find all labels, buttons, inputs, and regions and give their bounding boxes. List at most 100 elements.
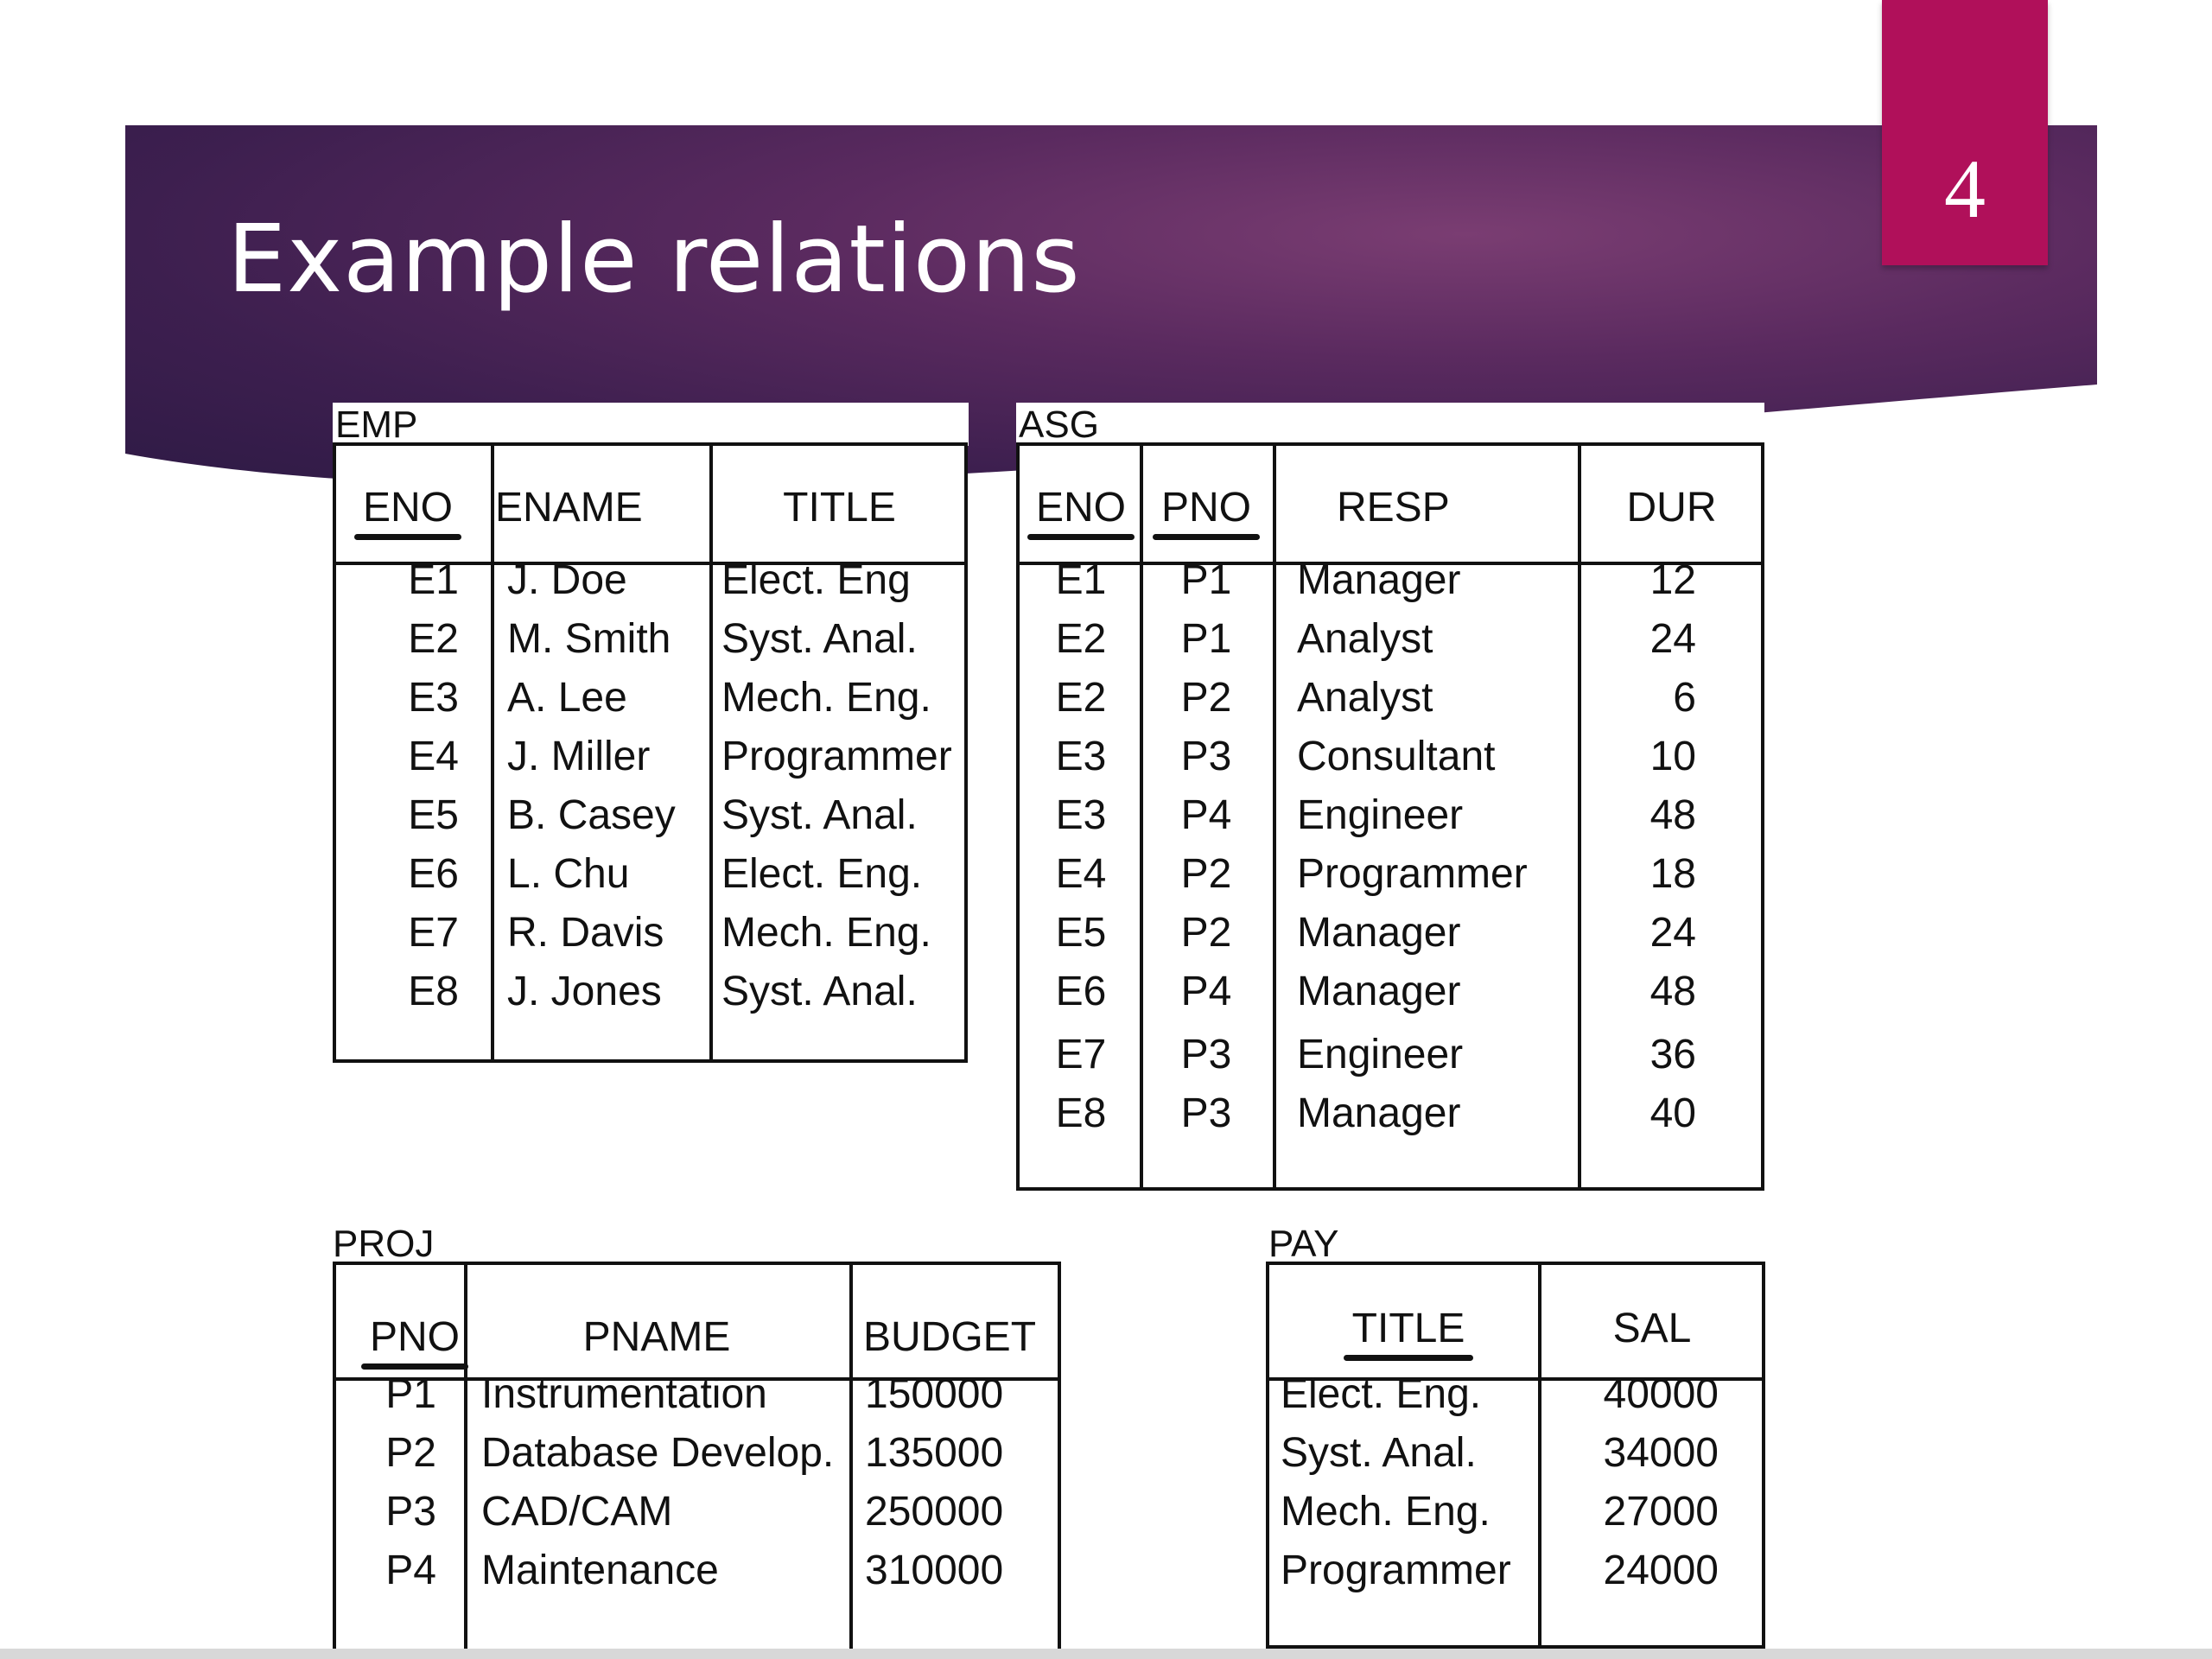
emp-header-ename: ENAME	[495, 485, 643, 531]
page-number: 4	[1944, 143, 1986, 235]
pay-table-label: PAY	[1268, 1223, 1339, 1265]
emp-cell: B. Casey	[507, 792, 676, 838]
footer-strip	[0, 1649, 2212, 1659]
asg-cell: Manager	[1297, 1090, 1461, 1136]
emp-cell: E5	[408, 792, 459, 838]
column-divider	[1578, 446, 1581, 1187]
column-divider	[464, 1265, 467, 1649]
pay-header-sal: SAL	[1612, 1306, 1692, 1351]
page-number-badge: 4	[1882, 0, 2048, 265]
asg-cell: 12	[1649, 557, 1696, 603]
asg-cell: Manager	[1297, 910, 1461, 956]
emp-cell: R. Davis	[507, 910, 664, 956]
asg-cell: 24	[1649, 616, 1696, 662]
asg-cell: 36	[1649, 1032, 1696, 1077]
asg-cell: P4	[1180, 969, 1232, 1014]
slide-title: Example relations	[227, 206, 1081, 314]
emp-cell: Syst. Anal.	[721, 969, 918, 1014]
header-divider	[336, 562, 964, 565]
emp-table-label: EMP	[335, 404, 418, 446]
proj-cell: P4	[385, 1548, 436, 1593]
emp-cell: E8	[408, 969, 459, 1014]
asg-cell: P4	[1180, 792, 1232, 838]
emp-cell: E3	[408, 675, 459, 721]
pay-cell: 27000	[1603, 1489, 1719, 1535]
header-divider	[336, 1377, 1058, 1381]
proj-cell: Instrumentation	[481, 1371, 767, 1417]
emp-cell: Mech. Eng.	[721, 675, 931, 721]
asg-cell: P2	[1180, 851, 1232, 897]
pay-cell: 24000	[1603, 1548, 1719, 1593]
asg-cell: P1	[1180, 616, 1232, 662]
asg-cell: Manager	[1297, 557, 1461, 603]
asg-cell: 18	[1649, 851, 1696, 897]
emp-cell: A. Lee	[507, 675, 627, 721]
emp-cell: Elect. Eng	[721, 557, 911, 603]
emp-cell: J. Doe	[507, 557, 627, 603]
proj-header-pno: PNO	[369, 1314, 460, 1360]
asg-cell: P2	[1180, 910, 1232, 956]
asg-cell: Analyst	[1297, 616, 1433, 662]
emp-key-underline	[353, 534, 461, 540]
proj-cell: Maintenance	[481, 1548, 719, 1593]
asg-cell: 48	[1649, 792, 1696, 838]
pay-table: TITLE SAL Elect. Eng. 40000 Syst. Anal. 34000…	[1266, 1262, 1765, 1649]
proj-cell: P1	[385, 1371, 436, 1417]
proj-key-underline	[360, 1363, 468, 1370]
emp-cell: E4	[408, 734, 459, 779]
asg-cell: E4	[1055, 851, 1107, 897]
asg-cell: E5	[1055, 910, 1107, 956]
asg-cell: 48	[1649, 969, 1696, 1014]
asg-cell: E3	[1055, 792, 1107, 838]
emp-header-title: TITLE	[783, 485, 896, 531]
asg-header-eno: ENO	[1035, 485, 1126, 531]
proj-cell: Database Develop.	[481, 1430, 835, 1476]
asg-cell: Manager	[1297, 969, 1461, 1014]
asg-cell: E6	[1055, 969, 1107, 1014]
asg-header-pno: PNO	[1160, 485, 1251, 531]
asg-cell: 10	[1649, 734, 1696, 779]
column-divider	[1538, 1265, 1541, 1645]
emp-cell: L. Chu	[507, 851, 630, 897]
proj-cell: P2	[385, 1430, 436, 1476]
column-divider	[709, 446, 713, 1059]
column-divider	[491, 446, 494, 1059]
asg-label-background	[1016, 403, 1764, 446]
proj-table: PNO PNAME BUDGET P1 Instrumentation 150000 P2 D…	[333, 1262, 1061, 1652]
proj-cell: 310000	[865, 1548, 1004, 1593]
asg-cell: 24	[1649, 910, 1696, 956]
asg-cell: Programmer	[1297, 851, 1528, 897]
column-divider	[1140, 446, 1143, 1187]
pay-cell: Syst. Anal.	[1281, 1430, 1477, 1476]
asg-cell: P3	[1180, 734, 1232, 779]
asg-cell: Analyst	[1297, 675, 1433, 721]
emp-cell: E7	[408, 910, 459, 956]
asg-cell: 40	[1649, 1090, 1696, 1136]
asg-cell: E1	[1055, 557, 1107, 603]
asg-table-label: ASG	[1019, 404, 1099, 446]
emp-cell: Syst. Anal.	[721, 792, 918, 838]
header-divider	[1269, 1377, 1762, 1381]
asg-cell: E7	[1055, 1032, 1107, 1077]
pay-cell: Elect. Eng.	[1281, 1371, 1482, 1417]
pay-cell: 40000	[1603, 1371, 1719, 1417]
asg-cell: P1	[1180, 557, 1232, 603]
asg-cell: E2	[1055, 675, 1107, 721]
pay-header-title: TITLE	[1351, 1306, 1465, 1351]
asg-cell: Engineer	[1297, 792, 1464, 838]
asg-key-underline	[1027, 534, 1135, 540]
proj-header-budget: BUDGET	[863, 1314, 1037, 1360]
pay-cell: Programmer	[1281, 1548, 1511, 1593]
asg-cell: 6	[1673, 675, 1696, 721]
asg-cell: E2	[1055, 616, 1107, 662]
pay-key-underline	[1343, 1355, 1474, 1361]
asg-cell: Engineer	[1297, 1032, 1464, 1077]
proj-cell: CAD/CAM	[481, 1489, 673, 1535]
emp-cell: E6	[408, 851, 459, 897]
emp-cell: J. Jones	[507, 969, 662, 1014]
emp-cell: M. Smith	[507, 616, 671, 662]
proj-cell: 150000	[865, 1371, 1004, 1417]
asg-cell: E3	[1055, 734, 1107, 779]
emp-header-eno: ENO	[362, 485, 453, 531]
pay-cell: Mech. Eng.	[1281, 1489, 1491, 1535]
